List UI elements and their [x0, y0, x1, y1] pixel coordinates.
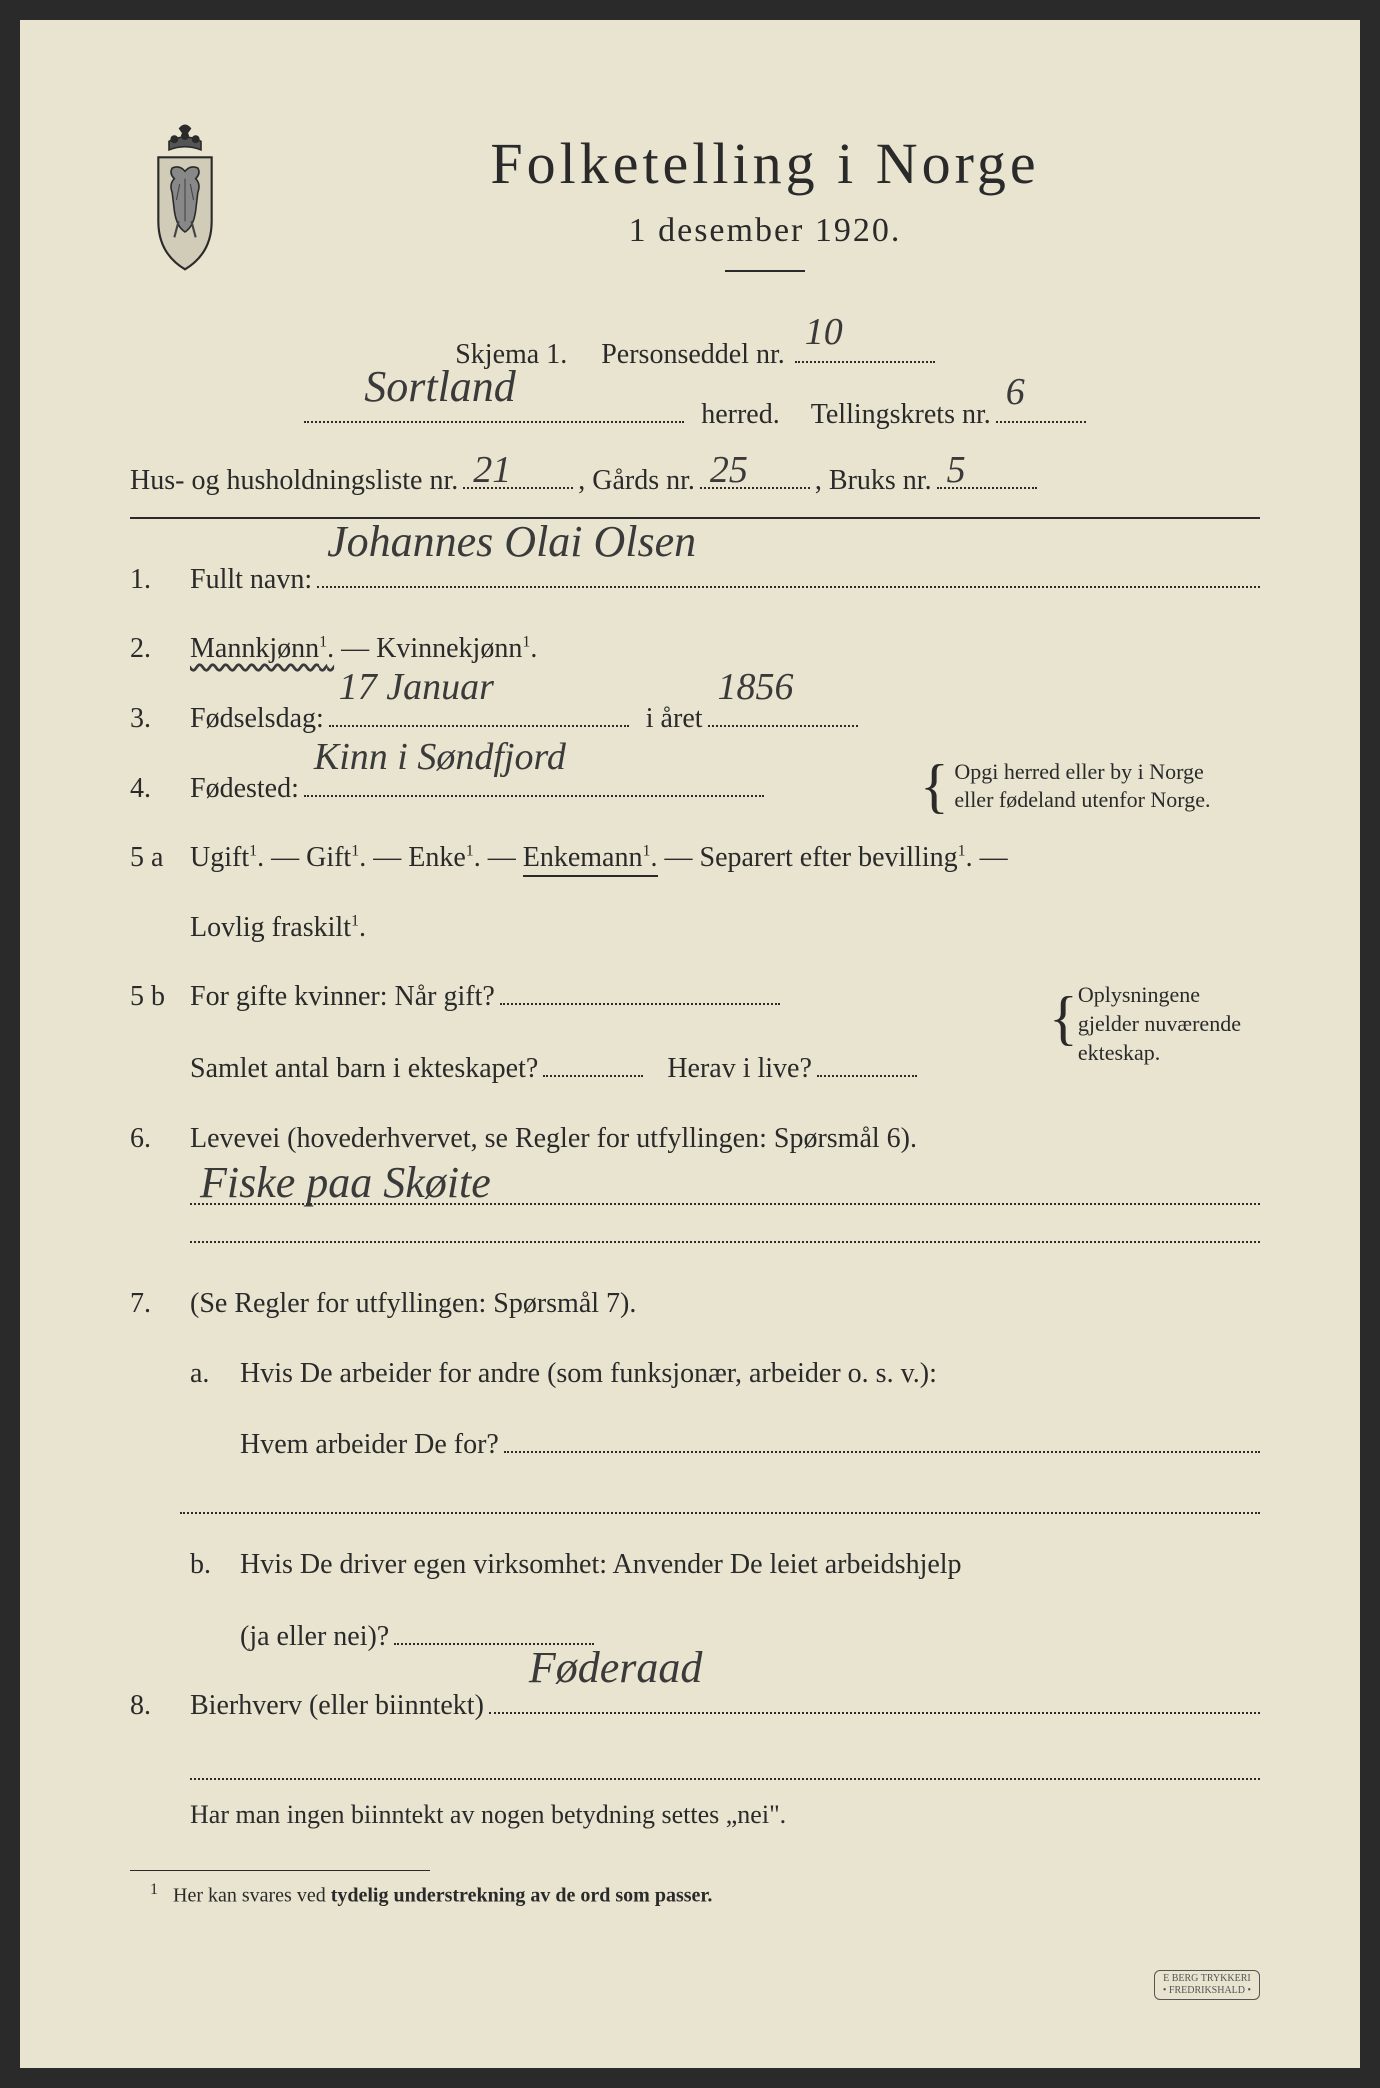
- question-3: 3. Fødselsdag: 17 Januar i året 1856: [130, 688, 1260, 750]
- header: Folketelling i Norge 1 desember 1920.: [130, 110, 1260, 280]
- title-rule: [725, 270, 805, 272]
- q7a-num: a.: [190, 1343, 240, 1405]
- question-5a: 5 a Ugift1. — Gift1. — Enke1. — Enkemann…: [130, 827, 1260, 889]
- personseddel-label: Personseddel nr.: [601, 330, 785, 380]
- footnote: 1 Her kan svares ved tydelig understrekn…: [130, 1881, 1260, 1908]
- q5a-lovlig: Lovlig fraskilt1.: [190, 897, 366, 959]
- q4-value: Kinn i Søndfjord: [314, 716, 566, 800]
- hus-value: 21: [473, 448, 511, 492]
- herred-value: Sortland: [364, 347, 516, 426]
- personseddel-value: 10: [805, 298, 843, 366]
- printer-stamp: E BERG TRYKKERI • FREDRIKSHALD •: [1154, 1970, 1260, 2000]
- q5b-note: { Oplysningene gjelder nuværende ekteska…: [1030, 981, 1260, 1067]
- q8-value: Føderaad: [529, 1620, 703, 1717]
- q7-num: 7.: [130, 1273, 190, 1335]
- question-7a: a. Hvis De arbeider for andre (som funks…: [130, 1343, 1260, 1476]
- hus-label: Hus- og husholdningsliste nr.: [130, 465, 458, 497]
- q7a-blank: [130, 1486, 1260, 1514]
- q2-mann: Mannkjønn1.: [190, 633, 334, 664]
- tellingskrets-value: 6: [1006, 358, 1025, 426]
- q5a-enke: Enke1.: [408, 842, 481, 873]
- tellingskrets-label: Tellingskrets nr.: [811, 390, 991, 440]
- q7b-label1: Hvis De driver egen virksomhet: Anvender…: [240, 1534, 1260, 1596]
- q2-num: 2.: [130, 618, 190, 680]
- q5b-num: 5 b: [130, 966, 190, 1028]
- q1-value: Johannes Olai Olsen: [327, 494, 696, 591]
- footnote-rule: [130, 1870, 430, 1871]
- question-1: 1. Fullt navn: Johannes Olai Olsen: [130, 549, 1260, 611]
- q3-label: Fødselsdag:: [190, 688, 324, 750]
- q6-label: Levevei (hovederhvervet, se Regler for u…: [190, 1123, 917, 1154]
- q7b-num: b.: [190, 1534, 240, 1596]
- question-8: 8. Bierhverv (eller biinntekt) Føderaad: [130, 1675, 1260, 1737]
- main-title: Folketelling i Norge: [270, 130, 1260, 197]
- q1-num: 1.: [130, 549, 190, 611]
- q5a-separert: Separert efter bevilling1.: [700, 842, 973, 873]
- q6-num: 6.: [130, 1108, 190, 1170]
- crest-icon: [130, 120, 240, 280]
- q4-label: Fødested:: [190, 758, 299, 820]
- q5b-label1: For gifte kvinner: Når gift?: [190, 966, 495, 1028]
- form-meta-line2: Hus- og husholdningsliste nr. 21 , Gårds…: [130, 461, 1260, 497]
- subtitle: 1 desember 1920.: [270, 212, 1260, 250]
- q6-value: Fiske paa Skøite: [200, 1157, 491, 1208]
- q3-num: 3.: [130, 688, 190, 750]
- q5b-label3: Herav i live?: [667, 1038, 812, 1100]
- question-5a-cont: Lovlig fraskilt1.: [130, 897, 1260, 959]
- q6-answer-line: Fiske paa Skøite: [130, 1177, 1260, 1205]
- question-5b: 5 b For gifte kvinner: Når gift? Samlet …: [130, 966, 1260, 1099]
- q6-blank-line: [130, 1215, 1260, 1243]
- bruks-value: 5: [947, 448, 966, 492]
- q5b-label2: Samlet antal barn i ekteskapet?: [190, 1038, 538, 1100]
- q5a-enkemann: Enkemann1.: [523, 842, 658, 877]
- bruks-label: , Bruks nr.: [815, 465, 932, 497]
- q4-note: { Opgi herred eller by i Norge eller fød…: [920, 758, 1270, 815]
- q3-year: 1856: [718, 646, 794, 730]
- q1-label: Fullt navn:: [190, 549, 312, 611]
- q5a-ugift: Ugift1.: [190, 842, 264, 873]
- question-2: 2. Mannkjønn1. — Kvinnekjønn1.: [130, 618, 1260, 680]
- q4-num: 4.: [130, 758, 190, 820]
- census-form-page: Folketelling i Norge 1 desember 1920. Sk…: [20, 20, 1360, 2068]
- coat-of-arms: [130, 120, 240, 280]
- q5a-gift: Gift1.: [306, 842, 366, 873]
- q7-label: (Se Regler for utfyllingen: Spørsmål 7).: [190, 1288, 636, 1319]
- question-4: 4. Fødested: Kinn i Søndfjord { Opgi her…: [130, 758, 1260, 820]
- q7a-label2: Hvem arbeider De for?: [240, 1414, 499, 1476]
- q5a-num: 5 a: [130, 827, 190, 889]
- q8-note: Har man ingen biinntekt av nogen betydni…: [130, 1800, 1260, 1830]
- title-block: Folketelling i Norge 1 desember 1920.: [270, 110, 1260, 272]
- q7a-label1: Hvis De arbeider for andre (som funksjon…: [240, 1343, 1260, 1405]
- form-meta-line1: Skjema 1. Personseddel nr. 10 Sortland h…: [130, 330, 1260, 441]
- q3-year-label: i året: [646, 688, 703, 750]
- q8-num: 8.: [130, 1675, 190, 1737]
- gards-label: , Gårds nr.: [578, 465, 695, 497]
- q8-label: Bierhverv (eller biinntekt): [190, 1675, 484, 1737]
- question-7: 7. (Se Regler for utfyllingen: Spørsmål …: [130, 1273, 1260, 1335]
- herred-label: herred.: [701, 390, 780, 440]
- gards-value: 25: [710, 448, 748, 492]
- q7b-label2: (ja eller nei)?: [240, 1606, 389, 1668]
- q8-blank: [130, 1752, 1260, 1780]
